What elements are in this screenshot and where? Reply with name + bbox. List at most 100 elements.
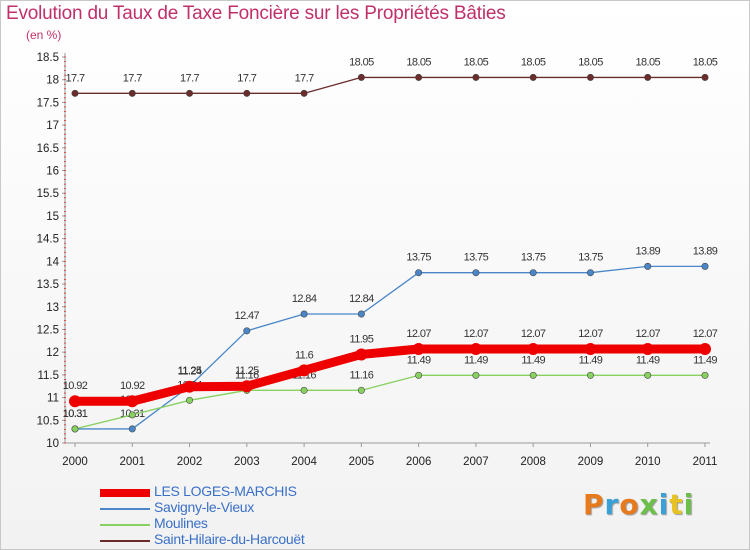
data-point — [69, 395, 81, 408]
x-tick-label: 2011 — [693, 456, 718, 468]
data-label: 11.49 — [521, 354, 545, 366]
x-tick-label: 2004 — [291, 456, 317, 468]
x-tick-label: 2010 — [635, 456, 661, 468]
legend-label: Savigny-le-Vieux — [154, 499, 254, 515]
data-label: 12.07 — [578, 328, 603, 340]
data-label: 13.75 — [406, 252, 431, 264]
logo-letter: i — [683, 488, 695, 521]
data-point — [586, 269, 594, 277]
data-point — [71, 425, 79, 433]
data-point — [357, 310, 365, 318]
data-point — [183, 380, 196, 393]
data-point — [415, 371, 423, 379]
data-label: 10.31 — [63, 408, 88, 420]
data-point — [300, 89, 308, 97]
series-line — [74, 76, 706, 94]
data-point — [644, 371, 652, 379]
data-point — [357, 73, 365, 81]
x-tick-label: 2003 — [234, 456, 260, 468]
data-point — [240, 380, 253, 393]
y-tick-label: 16 — [46, 166, 59, 178]
data-label: 13.75 — [464, 252, 489, 264]
data-point — [415, 73, 423, 81]
y-tick-label: 13 — [46, 302, 59, 314]
y-tick-label: 12.5 — [37, 324, 59, 336]
y-tick-label: 11 — [47, 393, 59, 405]
data-label: 13.89 — [635, 245, 660, 257]
data-label: 18.05 — [635, 56, 660, 68]
logo-letter: o — [619, 488, 640, 521]
data-label: 18.05 — [693, 56, 718, 68]
y-tick-label: 16.5 — [37, 143, 59, 155]
data-label: 18.05 — [464, 56, 489, 68]
y-tick-label: 17 — [46, 120, 59, 132]
data-label: 12.47 — [235, 310, 260, 322]
data-label: 13.75 — [521, 252, 546, 264]
legend-swatch-green — [100, 524, 150, 526]
data-label: 11.49 — [693, 354, 717, 366]
data-label: 10.92 — [120, 380, 145, 392]
data-label: 10.92 — [63, 380, 88, 392]
data-label: 13.75 — [578, 252, 603, 264]
data-point — [644, 73, 652, 81]
logo-letter: x — [639, 488, 659, 521]
y-tick-label: 11.5 — [37, 370, 59, 382]
data-point — [701, 73, 709, 81]
logo-letter: i — [658, 488, 670, 521]
data-label: 18.05 — [349, 56, 374, 68]
data-point — [469, 342, 482, 355]
data-label: 11.25 — [235, 365, 259, 377]
data-label: 12.84 — [349, 293, 374, 305]
y-tick-label: 15 — [46, 211, 59, 223]
x-tick-label: 2008 — [520, 456, 546, 468]
legend-swatch-red — [100, 489, 150, 497]
data-point — [586, 371, 594, 379]
legend-swatch-brown — [100, 540, 150, 542]
data-point — [128, 89, 136, 97]
data-point — [586, 73, 594, 81]
data-label: 11.16 — [350, 369, 374, 381]
data-point — [529, 73, 537, 81]
y-tick-label: 18.5 — [37, 52, 59, 64]
logo-letter: P — [583, 488, 605, 521]
data-label: 11.16 — [235, 369, 259, 381]
data-label: 12.07 — [406, 328, 431, 340]
data-point — [701, 262, 709, 270]
data-label: 13.89 — [693, 245, 718, 257]
data-point — [527, 342, 540, 355]
data-label: 18.05 — [578, 56, 603, 68]
data-point — [355, 348, 368, 361]
data-label: 10.31 — [63, 408, 88, 420]
data-point — [243, 327, 251, 335]
data-point — [472, 73, 480, 81]
x-tick-label: 2009 — [578, 456, 604, 468]
series-line — [74, 374, 706, 430]
data-label: 17.7 — [180, 72, 199, 84]
data-label: 11.6 — [295, 349, 314, 361]
data-point — [126, 395, 139, 408]
data-label: 11.95 — [350, 333, 374, 345]
data-point — [357, 386, 365, 394]
legend-label: LES LOGES-MARCHIS — [154, 483, 297, 499]
logo-letter: t — [669, 488, 684, 521]
data-label: 18.05 — [521, 56, 546, 68]
series-line — [70, 344, 710, 406]
data-point — [472, 371, 480, 379]
data-label: 11.49 — [579, 354, 603, 366]
data-point — [412, 342, 425, 355]
data-label: 17.7 — [295, 72, 314, 84]
proxiti-logo: Proxiti — [583, 488, 694, 521]
data-point — [529, 371, 537, 379]
data-point — [71, 89, 79, 97]
data-label: 17.7 — [123, 72, 142, 84]
y-tick-label: 12 — [46, 347, 59, 359]
x-tick-label: 2001 — [119, 456, 145, 468]
data-point — [699, 342, 711, 355]
data-point — [298, 364, 311, 377]
data-label: 11.25 — [178, 365, 202, 377]
data-point — [644, 262, 652, 270]
x-tick-label: 2005 — [349, 456, 375, 468]
data-label: 12.07 — [635, 328, 660, 340]
